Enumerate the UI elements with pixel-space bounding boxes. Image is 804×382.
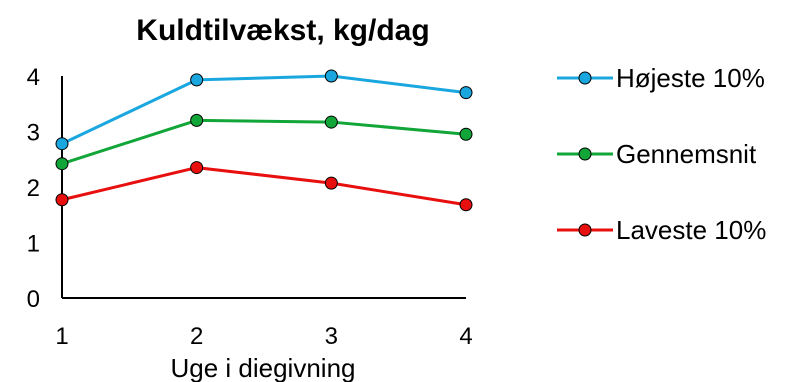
data-point: [324, 115, 338, 129]
series-line: [61, 118, 467, 166]
data-point: [459, 127, 473, 141]
data-point: [190, 161, 204, 175]
legend-label: Højeste 10%: [616, 63, 765, 93]
data-point: [459, 86, 473, 100]
data-point: [55, 193, 69, 207]
chart-title: Kuldtilvækst, kg/dag: [136, 14, 429, 47]
legend-marker: [578, 223, 592, 237]
series-lines: [61, 74, 467, 207]
data-point: [190, 73, 204, 87]
legend-label: Laveste 10%: [616, 215, 766, 245]
y-tick-label: 1: [27, 231, 40, 258]
y-tick-label: 3: [27, 120, 40, 147]
legend-item: Gennemsnit: [557, 139, 757, 169]
x-tick-label: 4: [459, 323, 472, 350]
legend-marker: [578, 147, 592, 161]
data-point: [324, 69, 338, 83]
legend-item: Højeste 10%: [557, 63, 765, 93]
legend: Højeste 10% Gennemsnit Laveste 10%: [557, 63, 766, 245]
y-tick-label: 0: [27, 286, 40, 313]
data-point: [55, 137, 69, 151]
x-axis-ticks: 1 2 3 4: [55, 323, 472, 350]
x-tick-label: 3: [325, 323, 338, 350]
legend-label: Gennemsnit: [616, 139, 757, 169]
y-tick-label: 4: [27, 64, 40, 91]
series-points: [55, 69, 473, 212]
legend-item: Laveste 10%: [557, 215, 766, 245]
series-line: [61, 166, 467, 207]
data-point: [459, 198, 473, 212]
x-axis-title: Uge i diegivning: [170, 353, 355, 382]
y-tick-label: 2: [27, 175, 40, 202]
data-point: [55, 157, 69, 171]
data-point: [190, 113, 204, 127]
y-axis-ticks: 0 1 2 3 4: [27, 64, 40, 313]
legend-marker: [578, 71, 592, 85]
x-tick-label: 1: [55, 323, 68, 350]
x-tick-label: 2: [190, 323, 203, 350]
data-point: [324, 176, 338, 190]
series-line: [61, 74, 467, 146]
